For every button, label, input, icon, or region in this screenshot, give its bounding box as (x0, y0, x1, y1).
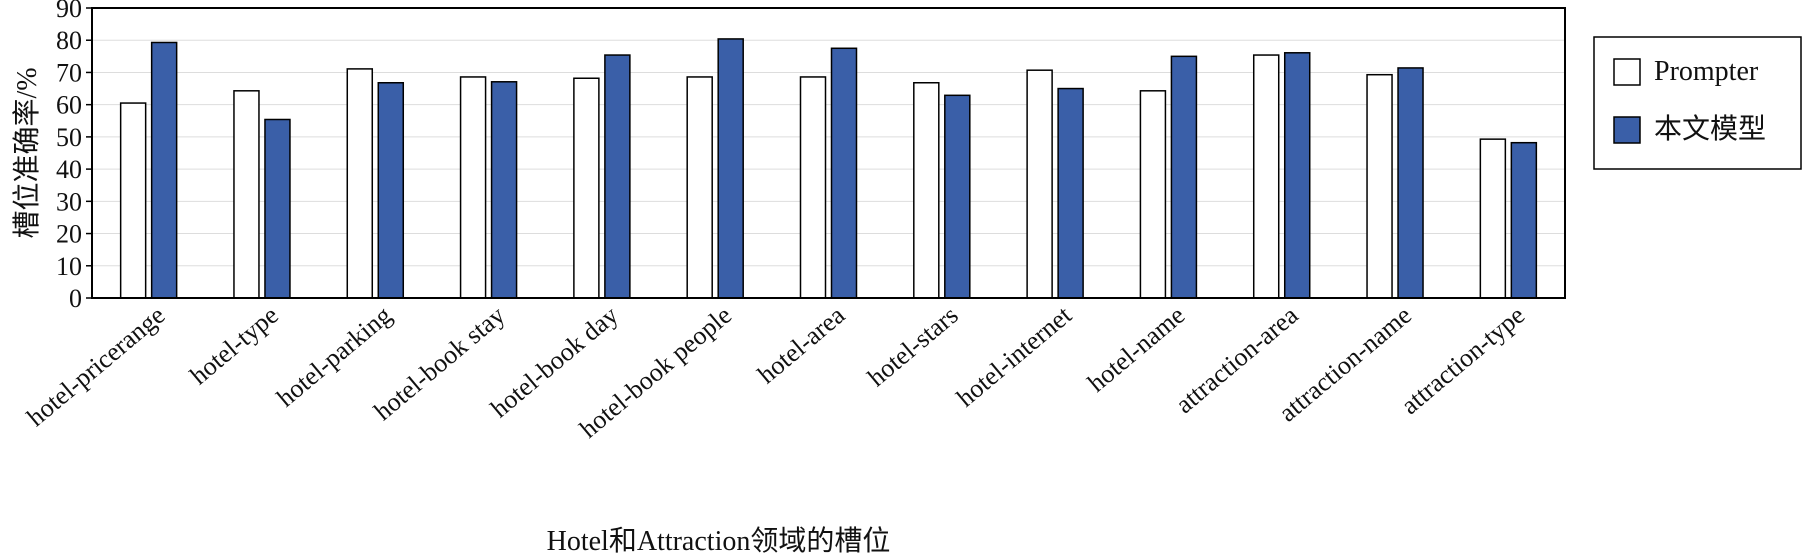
bar (1139, 90, 1167, 299)
x-tick-label: hotel-internet (951, 300, 1078, 413)
y-tick-label: 10 (56, 252, 82, 281)
legend-swatch (1613, 116, 1641, 144)
y-tick-label: 60 (56, 91, 82, 120)
x-tick-label: attraction-type (1395, 300, 1530, 420)
bar (233, 90, 260, 299)
bar (913, 82, 940, 299)
y-tick-label: 70 (56, 58, 82, 87)
bar (346, 68, 374, 299)
bar (150, 41, 178, 299)
y-tick-label: 0 (69, 284, 82, 313)
bar (717, 38, 744, 299)
y-tick-label: 50 (56, 123, 82, 152)
bar (377, 82, 405, 299)
x-tick-label: hotel-stars (862, 300, 964, 392)
x-axis-title: Hotel和Attraction领域的槽位 (547, 525, 891, 557)
bar (1283, 52, 1311, 299)
y-tick-label: 90 (56, 0, 82, 23)
x-tick-label: hotel-name (1082, 300, 1190, 397)
y-tick-label: 80 (56, 26, 82, 55)
bar (944, 94, 971, 299)
bar (830, 47, 858, 299)
bar (119, 102, 147, 299)
legend-label: Prompter (1654, 56, 1759, 87)
x-tick-label: hotel-type (184, 300, 283, 390)
legend-swatch (1613, 58, 1641, 86)
x-tick-label: hotel-pricerange (21, 300, 170, 432)
bar (604, 54, 631, 299)
bar (1057, 87, 1084, 299)
bar (264, 118, 291, 299)
bar (1252, 54, 1280, 299)
bar (1026, 69, 1053, 299)
bar (459, 76, 487, 299)
x-tick-label: hotel-area (752, 300, 851, 389)
bar (1170, 55, 1198, 299)
plot-frame (91, 7, 1566, 299)
y-tick-label: 40 (56, 155, 82, 184)
bar (1510, 141, 1538, 299)
y-axis-title: 槽位准确率/% (11, 67, 43, 238)
bar (490, 81, 518, 299)
y-tick-label: 30 (56, 187, 82, 216)
bar (1479, 138, 1507, 299)
y-tick-label: 20 (56, 220, 82, 249)
bar (1397, 67, 1424, 299)
bar (799, 76, 827, 299)
bar (573, 77, 600, 299)
bar (686, 76, 713, 299)
legend-label: 本文模型 (1654, 113, 1766, 145)
bar (1366, 73, 1393, 299)
